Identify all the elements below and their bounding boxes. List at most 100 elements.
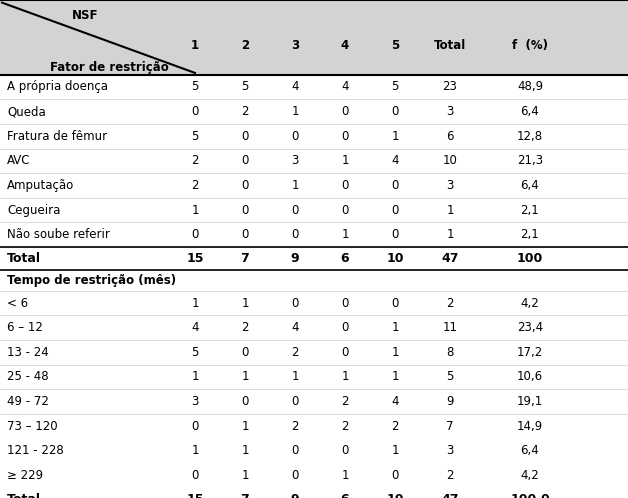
Text: 0: 0 bbox=[391, 228, 399, 241]
Text: 1: 1 bbox=[241, 371, 249, 383]
Text: 0: 0 bbox=[341, 105, 349, 118]
Bar bbox=[0, 389, 628, 414]
Text: 5: 5 bbox=[192, 81, 198, 94]
Text: ≥ 229: ≥ 229 bbox=[7, 469, 43, 482]
Text: 5: 5 bbox=[391, 39, 399, 52]
Text: 21,3: 21,3 bbox=[517, 154, 543, 167]
Text: 23: 23 bbox=[443, 81, 457, 94]
Text: 3: 3 bbox=[447, 179, 453, 192]
Text: 1: 1 bbox=[391, 444, 399, 457]
Text: 6 – 12: 6 – 12 bbox=[7, 321, 43, 334]
Text: 2,1: 2,1 bbox=[521, 228, 539, 241]
Text: 7: 7 bbox=[447, 420, 454, 433]
Text: 3: 3 bbox=[447, 444, 453, 457]
Text: 12,8: 12,8 bbox=[517, 129, 543, 143]
Bar bbox=[0, 291, 628, 315]
Text: 0: 0 bbox=[241, 346, 249, 359]
Text: 1: 1 bbox=[391, 321, 399, 334]
Text: 1: 1 bbox=[391, 371, 399, 383]
Text: 15: 15 bbox=[187, 252, 203, 265]
Text: 6,4: 6,4 bbox=[521, 105, 539, 118]
Text: 11: 11 bbox=[443, 321, 458, 334]
Text: Não soube referir: Não soube referir bbox=[7, 228, 110, 241]
Bar bbox=[0, 75, 628, 99]
Text: 0: 0 bbox=[391, 179, 399, 192]
Text: 0: 0 bbox=[341, 321, 349, 334]
Text: 1: 1 bbox=[192, 371, 198, 383]
Text: 0: 0 bbox=[291, 469, 299, 482]
Text: 6,4: 6,4 bbox=[521, 444, 539, 457]
Text: 1: 1 bbox=[391, 346, 399, 359]
Bar bbox=[0, 315, 628, 340]
Text: 10: 10 bbox=[443, 154, 457, 167]
Text: 1: 1 bbox=[341, 228, 349, 241]
Text: 4: 4 bbox=[291, 321, 299, 334]
Text: 2: 2 bbox=[291, 420, 299, 433]
Text: 0: 0 bbox=[192, 228, 198, 241]
Text: 4,2: 4,2 bbox=[521, 469, 539, 482]
Text: 4: 4 bbox=[341, 39, 349, 52]
Text: 7: 7 bbox=[241, 493, 249, 498]
Text: 0: 0 bbox=[291, 204, 299, 217]
Text: 9: 9 bbox=[291, 252, 300, 265]
Text: 1: 1 bbox=[447, 204, 454, 217]
Text: 2: 2 bbox=[241, 321, 249, 334]
Text: 0: 0 bbox=[192, 105, 198, 118]
Text: 0: 0 bbox=[241, 395, 249, 408]
Text: Fator de restrição: Fator de restrição bbox=[50, 61, 169, 74]
Text: Fratura de fêmur: Fratura de fêmur bbox=[7, 129, 107, 143]
Text: 23,4: 23,4 bbox=[517, 321, 543, 334]
Text: 3: 3 bbox=[447, 105, 453, 118]
Text: Total: Total bbox=[7, 252, 41, 265]
Bar bbox=[0, 488, 628, 498]
Text: 0: 0 bbox=[391, 469, 399, 482]
Text: 1: 1 bbox=[241, 469, 249, 482]
Text: 17,2: 17,2 bbox=[517, 346, 543, 359]
Text: 15: 15 bbox=[187, 493, 203, 498]
Text: 4: 4 bbox=[391, 395, 399, 408]
Text: 3: 3 bbox=[291, 154, 299, 167]
Text: 0: 0 bbox=[341, 297, 349, 310]
Text: 5: 5 bbox=[447, 371, 453, 383]
Bar bbox=[0, 340, 628, 365]
Text: 100: 100 bbox=[517, 252, 543, 265]
Text: 9: 9 bbox=[291, 493, 300, 498]
Text: 1: 1 bbox=[192, 297, 198, 310]
Bar bbox=[0, 148, 628, 173]
Text: NSF: NSF bbox=[72, 9, 98, 22]
Text: A própria doença: A própria doença bbox=[7, 81, 108, 94]
Text: 0: 0 bbox=[241, 129, 249, 143]
Text: 0: 0 bbox=[241, 154, 249, 167]
Text: Tempo de restrição (mês): Tempo de restrição (mês) bbox=[7, 274, 176, 287]
Text: 1: 1 bbox=[341, 154, 349, 167]
Text: 1: 1 bbox=[191, 39, 199, 52]
Text: 2: 2 bbox=[391, 420, 399, 433]
Text: 0: 0 bbox=[391, 105, 399, 118]
Text: 0: 0 bbox=[391, 297, 399, 310]
Text: 5: 5 bbox=[241, 81, 249, 94]
Text: 19,1: 19,1 bbox=[517, 395, 543, 408]
Text: 2: 2 bbox=[241, 105, 249, 118]
Text: 2: 2 bbox=[192, 154, 198, 167]
Text: 10: 10 bbox=[386, 252, 404, 265]
Text: 2: 2 bbox=[341, 420, 349, 433]
Text: 2: 2 bbox=[341, 395, 349, 408]
Bar bbox=[0, 247, 628, 270]
Text: 1: 1 bbox=[241, 297, 249, 310]
Bar bbox=[0, 463, 628, 488]
Text: Cegueira: Cegueira bbox=[7, 204, 60, 217]
Text: 6,4: 6,4 bbox=[521, 179, 539, 192]
Text: 0: 0 bbox=[291, 395, 299, 408]
Text: 1: 1 bbox=[291, 371, 299, 383]
Bar bbox=[0, 0, 628, 75]
Text: 1: 1 bbox=[192, 204, 198, 217]
Text: 1: 1 bbox=[241, 420, 249, 433]
Bar bbox=[0, 99, 628, 124]
Text: 2,1: 2,1 bbox=[521, 204, 539, 217]
Text: 0: 0 bbox=[341, 179, 349, 192]
Text: 14,9: 14,9 bbox=[517, 420, 543, 433]
Text: 1: 1 bbox=[341, 469, 349, 482]
Text: 47: 47 bbox=[441, 493, 458, 498]
Text: 0: 0 bbox=[341, 444, 349, 457]
Text: 0: 0 bbox=[291, 297, 299, 310]
